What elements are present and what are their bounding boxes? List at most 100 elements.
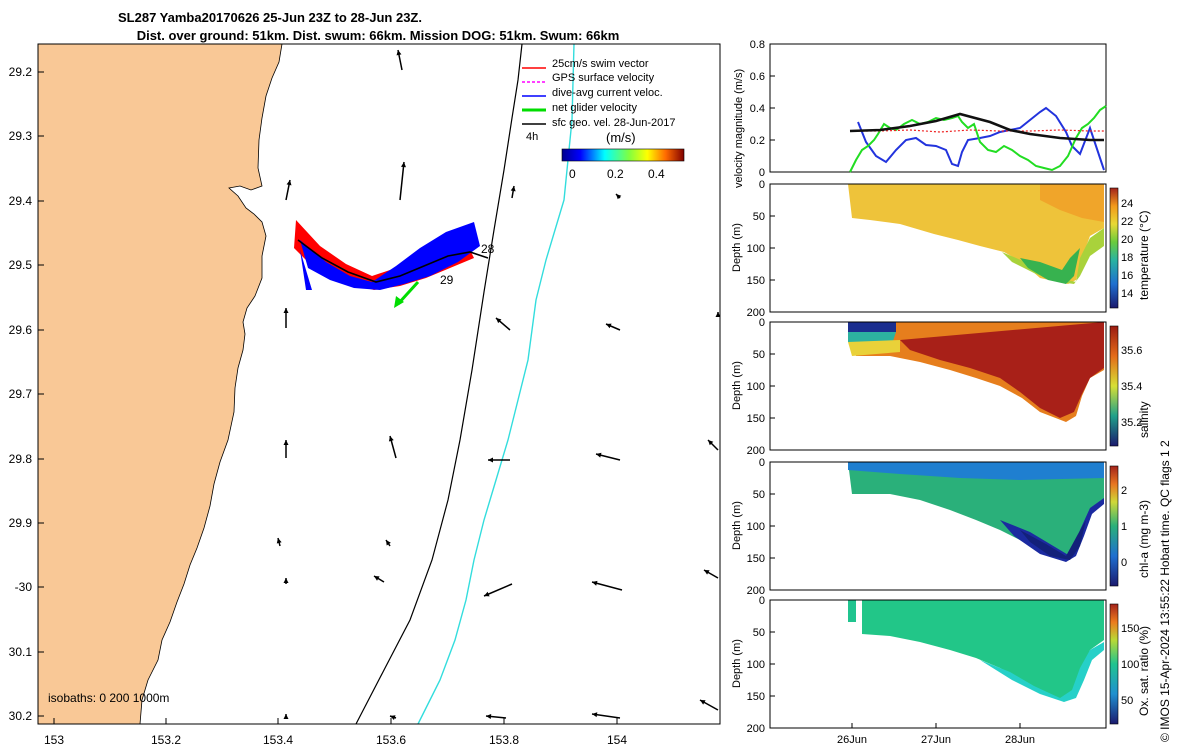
- depth-tick-label: 150: [747, 691, 765, 703]
- sfc-geo-arrowhead: [708, 440, 714, 446]
- map-x-tick-label: 153.2: [151, 733, 181, 747]
- chl-a-colorbar-label: chl-a (mg m-3): [1137, 500, 1151, 578]
- sfc-geo-arrowhead: [704, 570, 710, 575]
- temperature-field: [848, 184, 1104, 284]
- chart-title-line1: SL287 Yamba20170626 25-Jun 23Z to 28-Jun…: [118, 10, 422, 25]
- velocity-series-blue: [857, 106, 1105, 171]
- legend-label-dive-avg: dive-avg current veloc.: [552, 87, 663, 99]
- depth-tick-label: 150: [747, 275, 765, 287]
- time-tick-label: 26Jun: [837, 734, 867, 746]
- legend-label-sfc-geo: sfc geo. vel. 28-Jun-2017: [552, 117, 676, 129]
- depth-tick-label: 0: [759, 317, 765, 329]
- map-x-tick-label: 153.4: [263, 733, 293, 747]
- depth-tick-label: 50: [753, 627, 765, 639]
- oxygen-field: [848, 600, 856, 622]
- sfc-geo-arrowhead: [592, 580, 598, 586]
- depth-tick-label: 50: [753, 349, 765, 361]
- chart-title-line2: Dist. over ground: 51km. Dist. swum: 66k…: [136, 28, 620, 43]
- sfc-geo-arrowhead: [283, 440, 289, 445]
- day-label-28: 28: [481, 242, 495, 256]
- temperature-field: [1002, 228, 1104, 284]
- colorbar-tick-label: 100: [1121, 659, 1139, 671]
- time-tick-label: 28Jun: [1005, 734, 1035, 746]
- glider-track: [297, 239, 489, 283]
- colorbar-tick-label: 35.2: [1121, 417, 1142, 429]
- sfc-geo-arrowhead: [386, 540, 391, 546]
- sfc-geo-arrowhead: [283, 578, 289, 583]
- sfc-geo-arrowhead: [715, 312, 721, 317]
- colorbar-tick-label: 14: [1121, 288, 1133, 300]
- chl-a-field: [848, 462, 1104, 560]
- dive-avg-swath: [300, 222, 480, 290]
- map-y-tick-label: 29.9: [9, 516, 33, 530]
- map-y-tick-label: -30: [15, 580, 33, 594]
- sfc-geo-arrowhead: [283, 308, 289, 313]
- legend-label-swim-vector: 25cm/s swim vector: [552, 58, 649, 70]
- colorbar-tick-label: 18: [1121, 252, 1133, 264]
- day-label-29: 29: [440, 273, 454, 287]
- sfc-geo-arrow: [483, 583, 513, 597]
- colorbar-tick-label: 35.6: [1121, 345, 1142, 357]
- colorbar-tick-label: 50: [1121, 695, 1133, 707]
- chl-a-colorbar: [1109, 465, 1119, 587]
- sfc-geo-arrowhead: [484, 591, 490, 597]
- temperature-field: [1040, 184, 1104, 222]
- colorbar-tick-0: 0: [569, 167, 576, 181]
- depth-tick-label: 200: [747, 307, 765, 319]
- map-x-tick-label: 154: [607, 733, 627, 747]
- colorbar-unit-label: (m/s): [606, 130, 636, 145]
- velocity-y-tick-label: 0.2: [750, 135, 765, 147]
- depth-tick-label: 100: [747, 243, 765, 255]
- time-label: 4h: [526, 131, 538, 143]
- depth-tick-label: 50: [753, 211, 765, 223]
- velocity-ylabel: velocity magnitude (m/s): [733, 69, 745, 188]
- speed-colorbar: [561, 148, 685, 162]
- velocity-series-red: [850, 129, 1104, 133]
- map-y-tick-label: 29.3: [9, 129, 33, 143]
- colorbar-tick-04: 0.4: [648, 167, 665, 181]
- sfc-geo-arrowhead: [396, 50, 402, 56]
- colorbar-tick-label: 35.4: [1121, 381, 1142, 393]
- sfc-geo-arrowhead: [496, 318, 502, 324]
- colorbar-tick-label: 150: [1121, 623, 1139, 635]
- sfc-geo-arrowhead: [276, 538, 282, 544]
- sfc-geo-arrowhead: [606, 323, 612, 329]
- depth-tick-label: 200: [747, 445, 765, 457]
- isobath-1000m: [417, 43, 575, 725]
- sfc-geo-arrowhead: [400, 162, 406, 168]
- depth-axis-label: Depth (m): [731, 223, 743, 272]
- temperature-colorbar-label: temperature (°C): [1137, 211, 1151, 301]
- net-glider-velocity-head: [394, 296, 404, 308]
- map-panel: 28 29 153 153.2 153.4 153.6 153.8 154 29.2 29.3…: [9, 43, 721, 747]
- colorbar-tick-02: 0.2: [607, 167, 624, 181]
- map-x-tick-label: 153.6: [376, 733, 406, 747]
- dive-avg-swath-tail: [300, 250, 312, 290]
- salinity-panel: 0 50 100 150 200 Depth (m) 35.2 35.4 35.6 salinit…: [731, 317, 1151, 457]
- velocity-y-tick-label: 0.6: [750, 71, 765, 83]
- sfc-geo-velocity-arrows: [276, 49, 721, 720]
- depth-tick-label: 0: [759, 595, 765, 607]
- sfc-geo-arrowhead: [286, 180, 292, 186]
- colorbar-tick-label: 2: [1121, 485, 1127, 497]
- legend-label-gps-velocity: GPS surface velocity: [552, 72, 655, 84]
- map-y-tick-label: 29.5: [9, 258, 33, 272]
- depth-tick-label: 0: [759, 457, 765, 469]
- salinity-colorbar: [1109, 325, 1119, 447]
- legend-label-net-glider: net glider velocity: [552, 102, 637, 114]
- salinity-colorbar-label: salinity: [1137, 401, 1151, 438]
- temperature-panel: 0 50 100 150 200 Depth (m) 14 16 18 20 22 24 tempera…: [731, 179, 1151, 319]
- map-y-tick-label: 29.4: [9, 194, 33, 208]
- depth-tick-label: 150: [747, 413, 765, 425]
- depth-tick-label: 100: [747, 381, 765, 393]
- sfc-geo-arrowhead: [488, 457, 493, 463]
- sfc-geo-arrowhead: [486, 714, 492, 719]
- map-y-tick-label: 29.6: [9, 323, 33, 337]
- sfc-geo-arrow: [399, 161, 405, 201]
- oxygen-field: [980, 642, 1104, 702]
- velocity-y-tick-label: 0.4: [750, 103, 765, 115]
- depth-tick-label: 0: [759, 179, 765, 191]
- isobaths-label: isobaths: 0 200 1000m: [48, 691, 169, 705]
- map-x-tick-label: 153.8: [489, 733, 519, 747]
